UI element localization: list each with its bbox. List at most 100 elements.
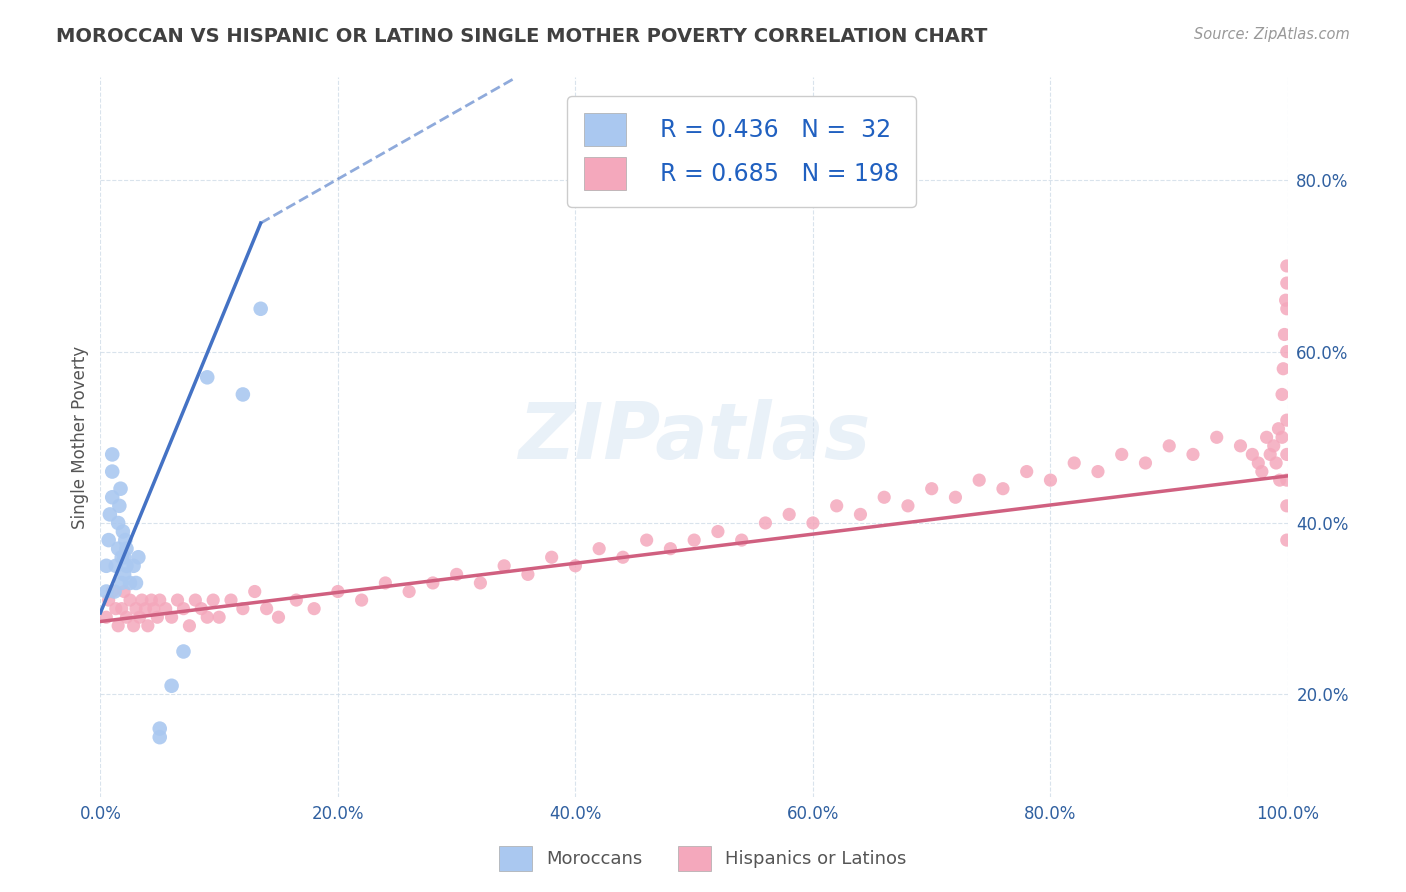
- Point: [540, 550, 562, 565]
- Point: [114, 533, 136, 548]
- Point: [825, 499, 848, 513]
- Point: [1135, 456, 1157, 470]
- Point: [141, 593, 163, 607]
- Point: [146, 610, 169, 624]
- Point: [1256, 430, 1278, 444]
- Point: [754, 516, 776, 530]
- Point: [184, 593, 207, 607]
- Point: [122, 558, 145, 573]
- Point: [446, 567, 468, 582]
- Point: [1275, 473, 1298, 487]
- Point: [967, 473, 990, 487]
- Point: [202, 593, 225, 607]
- Point: [190, 601, 212, 615]
- Point: [107, 619, 129, 633]
- Point: [96, 610, 118, 624]
- Point: [112, 567, 135, 582]
- Point: [111, 576, 134, 591]
- Point: [149, 730, 172, 744]
- Point: [1271, 430, 1294, 444]
- Point: [1250, 465, 1272, 479]
- Point: [1181, 447, 1204, 461]
- Point: [115, 610, 138, 624]
- Point: [1275, 447, 1298, 461]
- Point: [778, 508, 800, 522]
- Text: ZIPatlas: ZIPatlas: [517, 400, 870, 475]
- Point: [659, 541, 682, 556]
- Point: [166, 593, 188, 607]
- Legend:   R = 0.436   N =  32,   R = 0.685   N = 198: R = 0.436 N = 32, R = 0.685 N = 198: [568, 96, 915, 207]
- Point: [98, 508, 121, 522]
- Point: [1274, 293, 1296, 308]
- Point: [127, 550, 149, 565]
- Point: [374, 576, 396, 591]
- Point: [921, 482, 943, 496]
- Point: [243, 584, 266, 599]
- Point: [97, 593, 120, 607]
- Point: [111, 524, 134, 539]
- Point: [1275, 301, 1298, 316]
- Point: [873, 490, 896, 504]
- Point: [1087, 465, 1109, 479]
- Point: [1272, 361, 1295, 376]
- Text: MOROCCAN VS HISPANIC OR LATINO SINGLE MOTHER POVERTY CORRELATION CHART: MOROCCAN VS HISPANIC OR LATINO SINGLE MO…: [56, 27, 987, 45]
- Text: Source: ZipAtlas.com: Source: ZipAtlas.com: [1194, 27, 1350, 42]
- Point: [249, 301, 271, 316]
- Point: [564, 558, 586, 573]
- Point: [1229, 439, 1251, 453]
- Point: [104, 558, 127, 573]
- Point: [1275, 259, 1298, 273]
- Point: [801, 516, 824, 530]
- Point: [1205, 430, 1227, 444]
- Point: [422, 576, 444, 591]
- Point: [128, 610, 150, 624]
- Point: [1241, 447, 1264, 461]
- Legend: Moroccans, Hispanics or Latinos: Moroccans, Hispanics or Latinos: [492, 838, 914, 879]
- Point: [683, 533, 706, 548]
- Point: [125, 601, 148, 615]
- Point: [104, 584, 127, 599]
- Point: [173, 601, 195, 615]
- Point: [945, 490, 967, 504]
- Point: [1275, 499, 1298, 513]
- Point: [991, 482, 1014, 496]
- Point: [111, 601, 134, 615]
- Point: [326, 584, 349, 599]
- Point: [470, 576, 492, 591]
- Point: [1258, 447, 1281, 461]
- Point: [1159, 439, 1181, 453]
- Point: [1015, 465, 1038, 479]
- Y-axis label: Single Mother Poverty: Single Mother Poverty: [72, 346, 89, 529]
- Point: [849, 508, 872, 522]
- Point: [97, 533, 120, 548]
- Point: [118, 593, 141, 607]
- Point: [96, 584, 118, 599]
- Point: [101, 447, 124, 461]
- Point: [195, 610, 218, 624]
- Point: [1274, 327, 1296, 342]
- Point: [232, 387, 254, 401]
- Point: [1111, 447, 1133, 461]
- Point: [134, 601, 156, 615]
- Point: [155, 601, 177, 615]
- Point: [160, 610, 183, 624]
- Point: [96, 558, 118, 573]
- Point: [1265, 456, 1288, 470]
- Point: [1268, 473, 1291, 487]
- Point: [104, 601, 127, 615]
- Point: [118, 576, 141, 591]
- Point: [111, 550, 134, 565]
- Point: [1275, 413, 1298, 427]
- Point: [110, 482, 132, 496]
- Point: [101, 584, 124, 599]
- Point: [112, 550, 135, 565]
- Point: [707, 524, 730, 539]
- Point: [122, 619, 145, 633]
- Point: [398, 584, 420, 599]
- Point: [173, 644, 195, 658]
- Point: [115, 558, 138, 573]
- Point: [179, 619, 201, 633]
- Point: [494, 558, 516, 573]
- Point: [588, 541, 610, 556]
- Point: [1275, 344, 1298, 359]
